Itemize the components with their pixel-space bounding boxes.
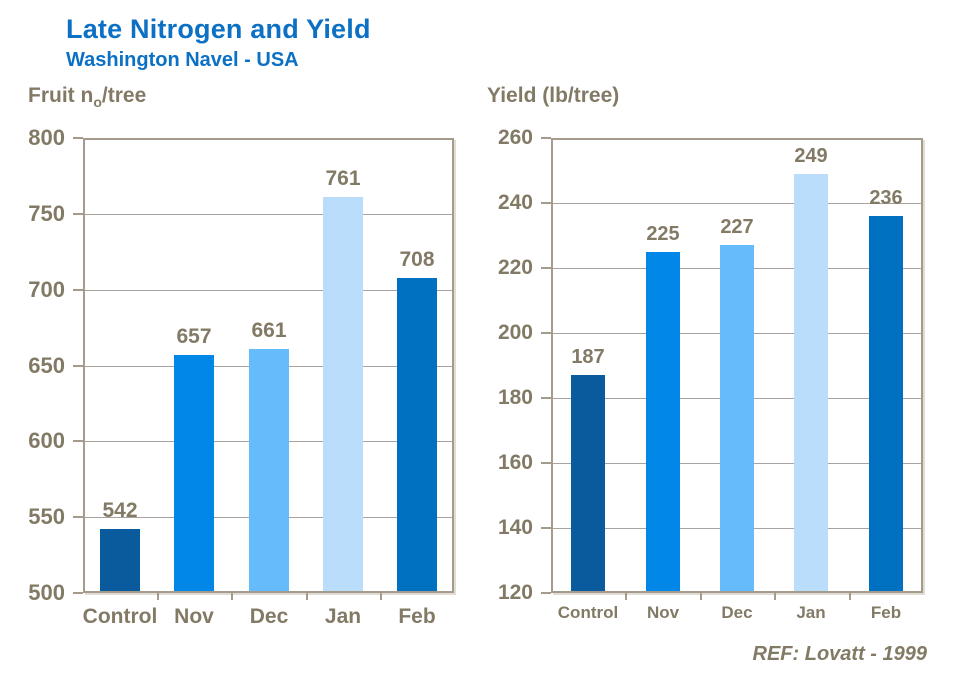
bar-nov: [646, 252, 680, 591]
gridline: [553, 203, 921, 204]
bar-nov: [174, 355, 214, 591]
y-axis-label: 180: [497, 386, 533, 409]
x-axis-label: Control: [557, 603, 619, 622]
y-axis-label: 220: [497, 256, 533, 279]
y-axis-label: 700: [28, 277, 65, 302]
y-axis-tick: [73, 592, 83, 594]
bar-jan: [323, 197, 363, 591]
x-axis-label: Jan: [324, 605, 362, 628]
fruit-chart-title: Fruit no/tree: [28, 84, 146, 110]
x-axis-label: Dec: [721, 603, 753, 622]
y-axis-label: 550: [28, 504, 65, 529]
y-axis-tick: [73, 440, 83, 442]
y-axis-tick: [541, 202, 551, 204]
bar-feb: [397, 278, 437, 591]
y-axis-label: 800: [28, 125, 65, 150]
y-axis-tick: [541, 592, 551, 594]
y-axis-tick: [541, 332, 551, 334]
x-axis-tick: [157, 593, 159, 600]
x-axis-tick: [774, 593, 776, 600]
bar-feb: [869, 216, 903, 591]
yield-chart-title: Yield (lb/tree): [487, 84, 620, 107]
page-subtitle: Washington Navel - USA: [66, 49, 299, 71]
y-axis-label: 160: [497, 451, 533, 474]
x-axis-tick: [306, 593, 308, 600]
bar-value-label: 708: [399, 248, 435, 271]
y-axis-label: 600: [28, 428, 65, 453]
bar-value-label: 761: [325, 167, 361, 190]
bar-value-label: 657: [176, 325, 212, 348]
y-axis-tick: [73, 365, 83, 367]
x-axis-label: Feb: [870, 603, 902, 622]
x-axis-label: Control: [82, 605, 158, 628]
bar-value-label: 187: [571, 346, 605, 368]
fruit-chart-title-post: /tree: [101, 84, 147, 107]
y-axis-tick: [73, 516, 83, 518]
y-axis-tick: [541, 462, 551, 464]
x-axis-tick: [380, 593, 382, 600]
x-axis-tick: [231, 593, 233, 600]
y-axis-tick: [541, 137, 551, 139]
x-axis-label: Jan: [796, 603, 826, 622]
y-axis-label: 260: [497, 126, 533, 149]
y-axis-label: 200: [497, 321, 533, 344]
y-axis-label: 140: [497, 516, 533, 539]
gridline: [85, 214, 452, 215]
y-axis-tick: [541, 527, 551, 529]
fruit-chart-title-pre: Fruit n: [28, 84, 94, 107]
fruit-chart-title-sub: o: [93, 94, 102, 111]
y-axis-label: 750: [28, 201, 65, 226]
bar-value-label: 661: [251, 319, 287, 342]
x-axis-label: Dec: [249, 605, 289, 628]
y-axis-label: 240: [497, 191, 533, 214]
bar-dec: [720, 245, 754, 591]
y-axis-tick: [541, 397, 551, 399]
bar-value-label: 236: [869, 187, 903, 209]
x-axis-tick: [625, 593, 627, 600]
bar-dec: [249, 349, 289, 591]
bar-value-label: 249: [794, 145, 828, 167]
bar-control: [100, 529, 140, 591]
y-axis-label: 500: [28, 580, 65, 605]
y-axis-tick: [73, 289, 83, 291]
page-title: Late Nitrogen and Yield: [66, 14, 371, 44]
x-axis-tick: [700, 593, 702, 600]
bar-value-label: 225: [646, 223, 680, 245]
reference-text: REF: Lovatt - 1999: [752, 643, 927, 665]
y-axis-tick: [73, 137, 83, 139]
bar-jan: [794, 174, 828, 591]
bar-control: [571, 375, 605, 591]
x-axis-label: Nov: [646, 603, 680, 622]
gridline: [85, 290, 452, 291]
y-axis-label: 120: [497, 581, 533, 604]
y-axis-label: 650: [28, 353, 65, 378]
x-axis-label: Feb: [398, 605, 436, 628]
x-axis-tick: [849, 593, 851, 600]
bar-value-label: 227: [720, 216, 754, 238]
y-axis-tick: [73, 213, 83, 215]
bar-value-label: 542: [102, 499, 138, 522]
x-axis-label: Nov: [174, 605, 214, 628]
y-axis-tick: [541, 267, 551, 269]
